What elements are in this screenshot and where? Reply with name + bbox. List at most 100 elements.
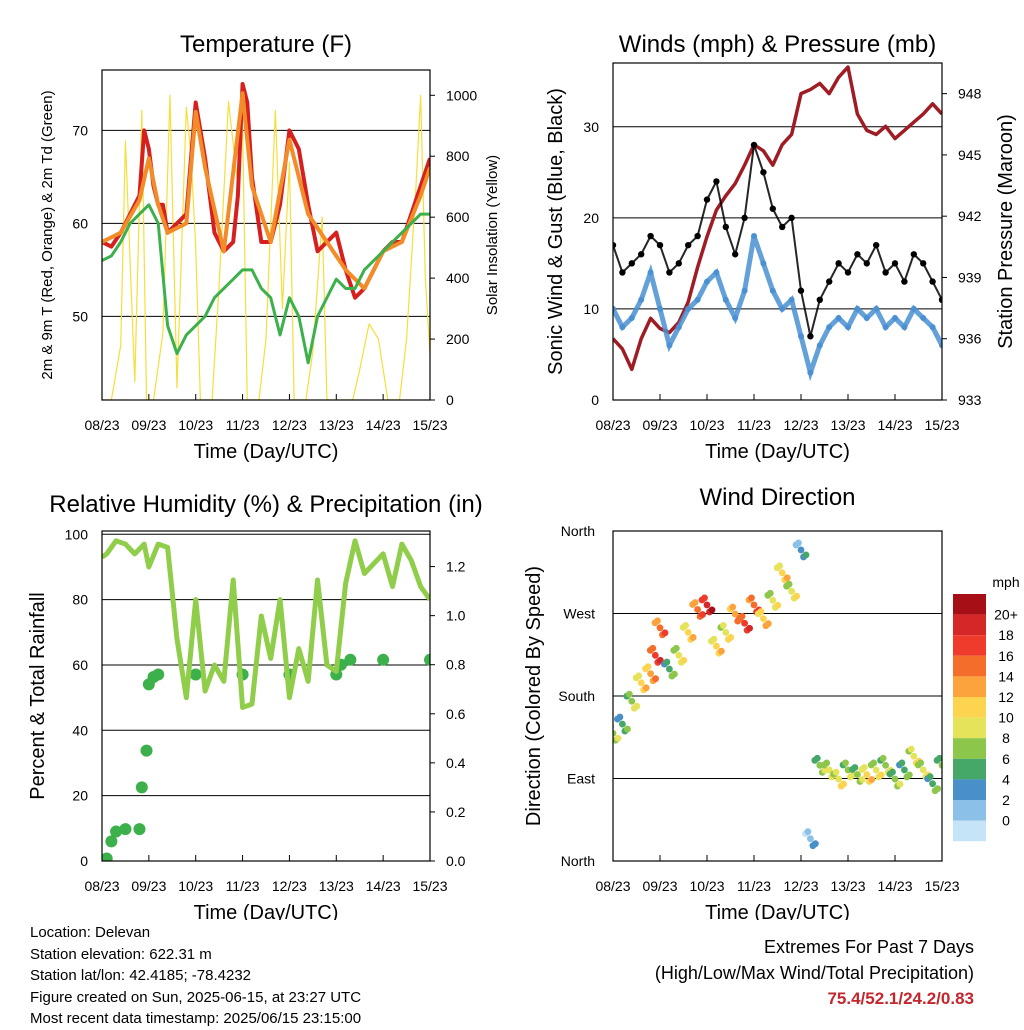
- wind-direction-point: [708, 606, 716, 614]
- series-point-total-precipitation: [344, 653, 357, 666]
- x-axis-label: Time (Day/UTC): [705, 902, 850, 920]
- wind-direction-point: [731, 610, 739, 618]
- wind-direction-point: [682, 622, 690, 629]
- x-tick-label: 15/23: [412, 417, 447, 433]
- wind-direction-point: [859, 776, 866, 783]
- wind-direction-point: [619, 720, 626, 728]
- y-tick-label: East: [567, 771, 595, 787]
- y2-tick-label: 948: [958, 86, 982, 102]
- colorbar-swatch: [953, 800, 986, 821]
- y-tick-label: 80: [72, 592, 88, 608]
- series-line-relative-humidity: [102, 538, 430, 710]
- wind-direction-point: [832, 768, 840, 776]
- wind-direction-point: [651, 651, 659, 659]
- wind-direction-point: [729, 603, 737, 611]
- colorbar-swatch: [953, 594, 986, 615]
- wind-direction-point: [793, 592, 800, 600]
- y2-tick-label: 936: [958, 331, 982, 347]
- wind-direction-point: [778, 569, 786, 577]
- colorbar-title: mph: [992, 574, 1019, 590]
- location-text: Location: Delevan: [30, 924, 151, 941]
- wind-direction-point: [616, 713, 624, 721]
- colorbar-label: 18: [998, 627, 1014, 643]
- x-tick-label: 11/23: [226, 417, 260, 433]
- created-text: Figure created on Sun, 2025-06-15, at 23…: [30, 988, 362, 1006]
- wind-direction-point: [868, 776, 876, 783]
- wind-direction-point: [807, 835, 814, 843]
- x-tick-label: 14/23: [877, 417, 912, 433]
- wind-direction-point: [703, 601, 711, 609]
- x-tick-label: 13/23: [319, 878, 354, 894]
- series-line-9m-t: [102, 91, 430, 291]
- wind-direction-point: [613, 729, 617, 737]
- latlon-text: Station lat/lon: 42.4185; -78.4232: [30, 967, 252, 984]
- y-tick-label: 60: [72, 215, 88, 231]
- series-line-2m-t: [102, 81, 430, 300]
- wind-direction-point: [769, 596, 777, 604]
- wind-direction-point: [938, 761, 942, 769]
- wind-direction-point: [907, 745, 915, 753]
- x-tick-label: 12/23: [783, 878, 818, 894]
- colorbar-swatch: [953, 758, 986, 780]
- extremes-values: 75.4/52.1/24.2/0.83: [827, 989, 974, 1008]
- y-tick-label: 10: [583, 301, 599, 317]
- wind-direction-point: [672, 644, 680, 652]
- y-tick-label: West: [563, 606, 595, 622]
- x-tick-label: 09/23: [131, 417, 166, 433]
- series-point-total-precipitation: [110, 825, 123, 838]
- wind-direction-point: [647, 670, 654, 678]
- wind-direction-point: [689, 634, 697, 641]
- x-tick-label: 13/23: [319, 417, 354, 433]
- station-info: Location: Delevan Station elevation: 622…: [30, 922, 361, 1030]
- x-tick-label: 12/23: [272, 878, 307, 894]
- data-layer: [613, 539, 942, 850]
- y2-tick-label: 939: [958, 269, 982, 285]
- colorbar-swatch: [953, 697, 986, 718]
- x-axis-label: Time (Day/UTC): [194, 441, 339, 463]
- colorbar-label: 16: [998, 648, 1014, 664]
- x-tick-label: 09/23: [131, 878, 166, 894]
- series-point-total-precipitation: [119, 823, 132, 836]
- y2-tick-label: 0.4: [446, 755, 466, 771]
- elevation-text: Station elevation: 622.31 m: [30, 945, 212, 963]
- wind-direction-point: [804, 828, 812, 836]
- series-line-wind: [613, 235, 942, 382]
- chart-title: Wind Direction: [699, 484, 855, 511]
- panel-3: Relative Humidity (%) & Precipitation (i…: [27, 491, 483, 920]
- wind-direction-point: [934, 785, 941, 793]
- colorbar-swatch: [953, 779, 986, 800]
- extremes-title: Extremes For Past 7 Days: [763, 937, 974, 957]
- x-tick-label: 08/23: [84, 878, 119, 894]
- wind-direction-point: [910, 752, 918, 760]
- wind-direction-point: [842, 759, 849, 767]
- wind-direction-point: [637, 679, 645, 687]
- wind-direction-point: [877, 771, 885, 779]
- wind-direction-point: [624, 725, 631, 733]
- colorbar-label: 12: [998, 689, 1014, 705]
- series-point-total-precipitation: [424, 653, 430, 666]
- x-tick-label: 11/23: [737, 878, 771, 894]
- wind-direction-point: [633, 702, 641, 710]
- colorbar-label: 8: [1002, 730, 1010, 746]
- chart-title: Temperature (F): [180, 31, 352, 58]
- chart-title: Relative Humidity (%) & Precipitation (i…: [49, 491, 482, 518]
- wind-direction-point: [694, 606, 701, 613]
- x-tick-label: 13/23: [830, 878, 865, 894]
- series-line-solar-insolation: [102, 94, 430, 400]
- y2-tick-label: 0.2: [446, 804, 466, 820]
- y2-tick-label: 0.8: [446, 657, 466, 673]
- x-tick-label: 09/23: [642, 417, 677, 433]
- wind-direction-point: [854, 771, 861, 778]
- colorbar-swatch: [953, 676, 986, 697]
- wind-direction-point: [663, 658, 671, 666]
- wind-direction-point: [741, 619, 748, 627]
- x-tick-label: 08/23: [595, 878, 630, 894]
- colorbar-label: 20+: [994, 607, 1018, 623]
- wind-direction-point: [889, 768, 896, 776]
- wind-direction-point: [760, 615, 767, 623]
- wind-direction-point: [783, 574, 791, 582]
- wind-direction-point: [896, 780, 904, 788]
- wind-direction-point: [746, 624, 753, 632]
- wind-direction-point: [635, 672, 643, 680]
- colorbar-label: 14: [998, 668, 1014, 684]
